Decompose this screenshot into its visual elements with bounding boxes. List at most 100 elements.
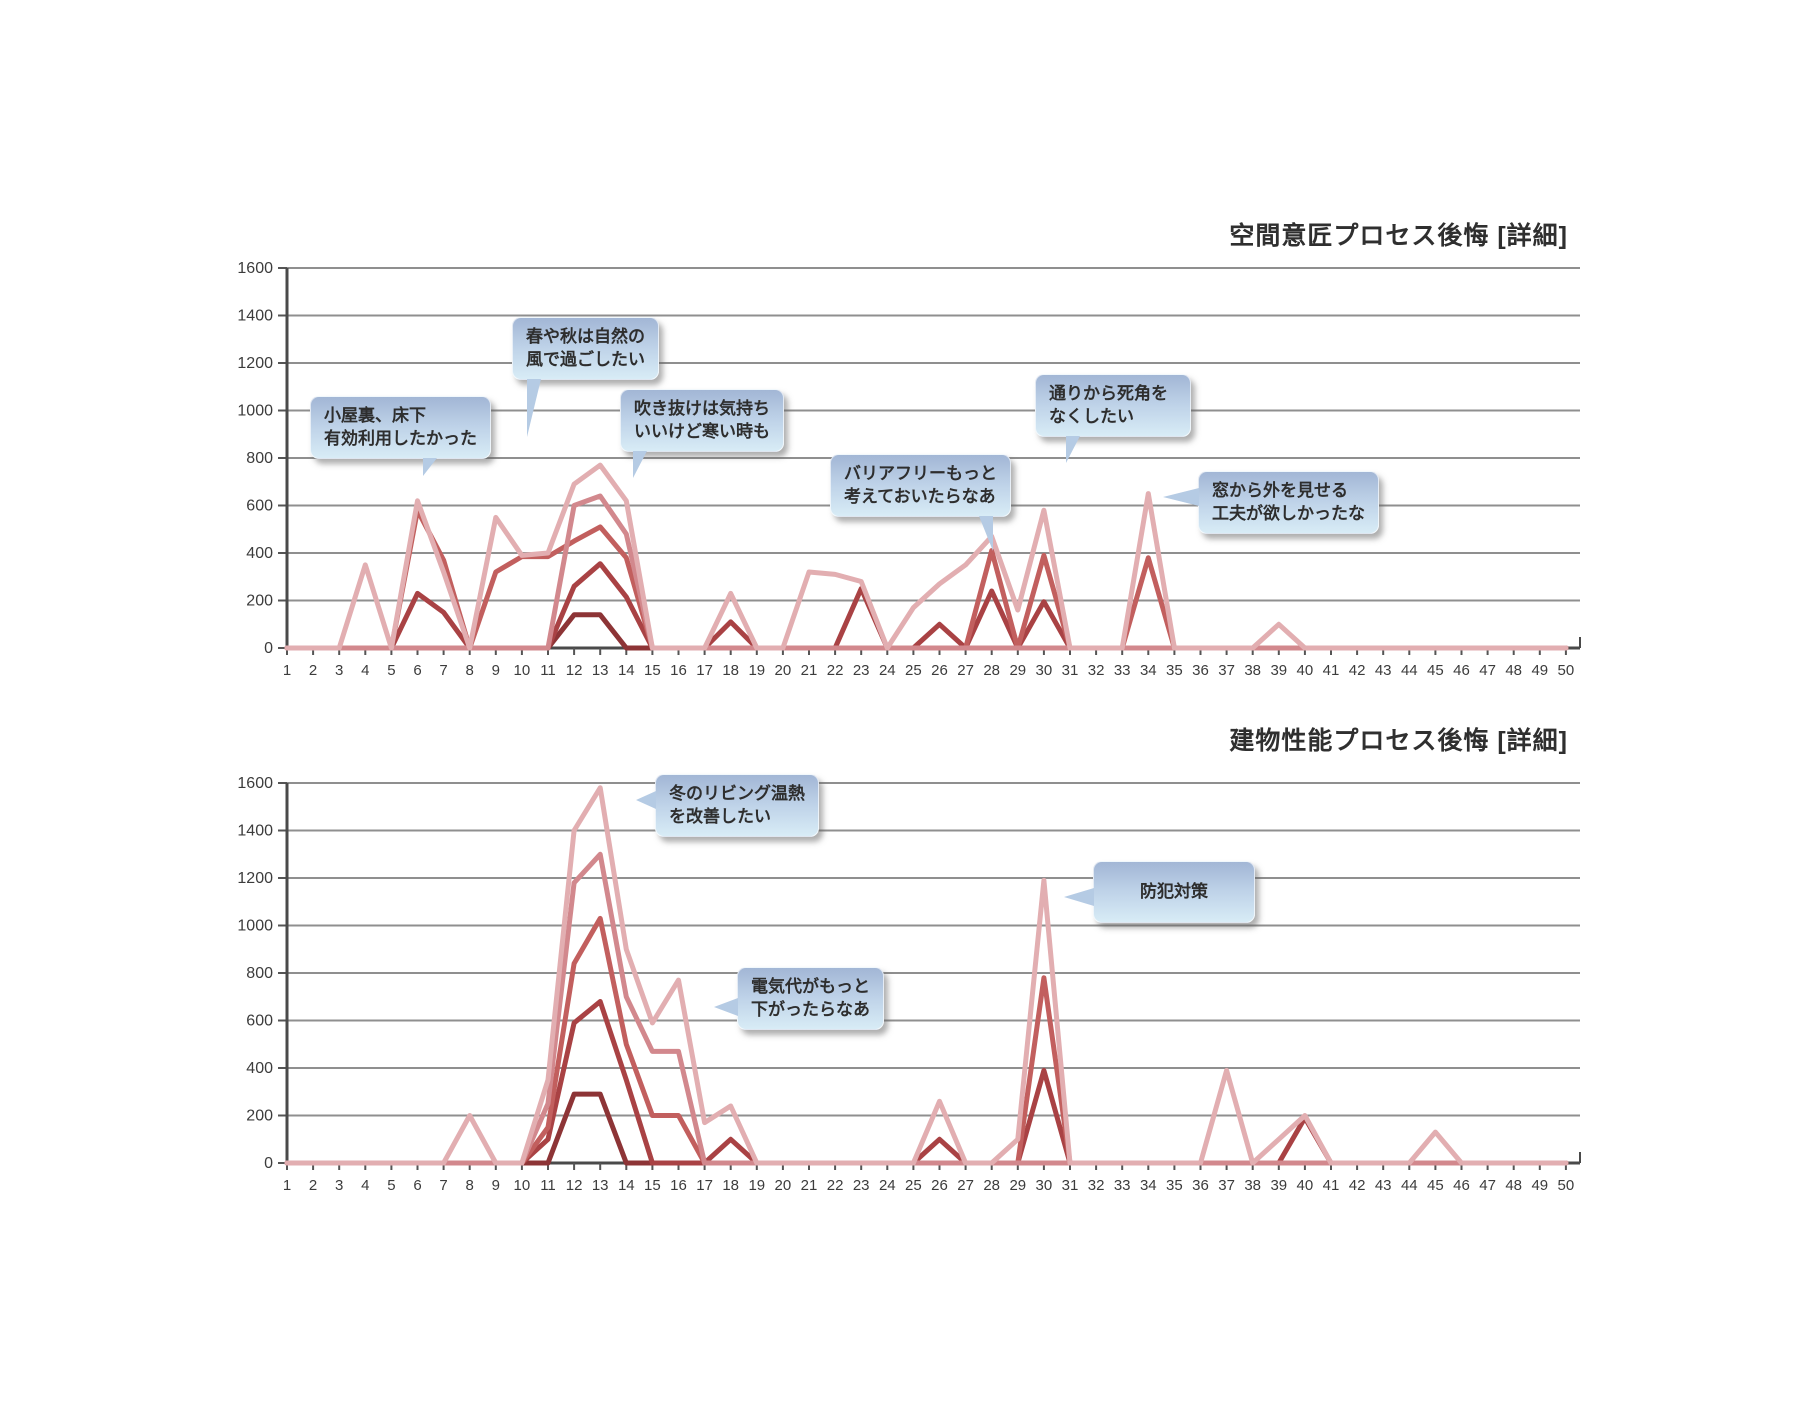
- svg-text:600: 600: [246, 1013, 273, 1030]
- svg-text:42: 42: [1349, 662, 1366, 679]
- svg-text:30: 30: [1036, 1177, 1053, 1194]
- svg-text:1: 1: [283, 662, 291, 679]
- svg-text:7: 7: [439, 1177, 447, 1194]
- svg-text:24: 24: [879, 662, 896, 679]
- svg-text:13: 13: [592, 662, 609, 679]
- svg-text:400: 400: [246, 1060, 273, 1077]
- svg-text:18: 18: [722, 1177, 739, 1194]
- x-axis-ticks-and-labels: 1 2 3 4 5 6 7 8 9 10 11 12 13 14 15 16 17 18 19 20 21 22 23 24 2…: [283, 648, 1574, 679]
- svg-text:23: 23: [853, 662, 870, 679]
- svg-text:26: 26: [931, 1177, 948, 1194]
- svg-text:23: 23: [853, 1177, 870, 1194]
- svg-text:0: 0: [264, 640, 273, 657]
- svg-text:5: 5: [387, 662, 395, 679]
- svg-text:9: 9: [492, 662, 500, 679]
- svg-text:1200: 1200: [237, 355, 273, 372]
- svg-text:3: 3: [335, 662, 343, 679]
- svg-text:49: 49: [1531, 662, 1548, 679]
- svg-text:200: 200: [246, 1108, 273, 1125]
- svg-text:26: 26: [931, 662, 948, 679]
- svg-text:36: 36: [1192, 662, 1209, 679]
- svg-text:40: 40: [1297, 1177, 1314, 1194]
- gridlines-and-y-axis: 0 200 400 600 800 1000 1200 1400 1600: [237, 775, 1581, 1172]
- series-line-level-1: [284, 462, 1569, 651]
- svg-text:400: 400: [246, 545, 273, 562]
- series-line-level-2: [284, 851, 1569, 1166]
- svg-text:13: 13: [592, 1177, 609, 1194]
- svg-text:16: 16: [670, 1177, 687, 1194]
- svg-text:10: 10: [514, 662, 531, 679]
- svg-text:8: 8: [466, 1177, 474, 1194]
- svg-text:7: 7: [439, 662, 447, 679]
- svg-text:5: 5: [387, 1177, 395, 1194]
- svg-text:1400: 1400: [237, 308, 273, 325]
- svg-text:33: 33: [1114, 662, 1131, 679]
- svg-text:29: 29: [1009, 1177, 1026, 1194]
- series-lines: [284, 462, 1569, 651]
- svg-text:6: 6: [413, 662, 421, 679]
- svg-text:14: 14: [618, 662, 635, 679]
- svg-text:32: 32: [1088, 662, 1105, 679]
- svg-text:11: 11: [540, 1177, 556, 1194]
- svg-text:41: 41: [1323, 1177, 1340, 1194]
- svg-text:50: 50: [1558, 1177, 1575, 1194]
- svg-text:17: 17: [696, 662, 713, 679]
- svg-text:39: 39: [1270, 662, 1287, 679]
- svg-text:15: 15: [644, 1177, 661, 1194]
- svg-text:34: 34: [1140, 1177, 1157, 1194]
- svg-text:40: 40: [1297, 662, 1314, 679]
- svg-text:800: 800: [246, 965, 273, 982]
- svg-text:19: 19: [748, 1177, 765, 1194]
- svg-text:4: 4: [361, 662, 369, 679]
- svg-text:33: 33: [1114, 1177, 1131, 1194]
- svg-text:10: 10: [514, 1177, 531, 1194]
- svg-text:38: 38: [1244, 662, 1261, 679]
- svg-text:42: 42: [1349, 1177, 1366, 1194]
- svg-text:35: 35: [1166, 1177, 1183, 1194]
- svg-text:46: 46: [1453, 1177, 1470, 1194]
- svg-text:48: 48: [1505, 1177, 1522, 1194]
- series-line-level-1: [284, 785, 1569, 1166]
- svg-text:47: 47: [1479, 662, 1496, 679]
- svg-text:8: 8: [466, 662, 474, 679]
- svg-text:1600: 1600: [237, 260, 273, 277]
- svg-text:35: 35: [1166, 662, 1183, 679]
- svg-text:45: 45: [1427, 662, 1444, 679]
- svg-text:30: 30: [1036, 662, 1053, 679]
- svg-text:15: 15: [644, 662, 661, 679]
- svg-text:46: 46: [1453, 662, 1470, 679]
- svg-text:48: 48: [1505, 662, 1522, 679]
- svg-text:27: 27: [957, 1177, 974, 1194]
- svg-text:44: 44: [1401, 1177, 1418, 1194]
- svg-text:14: 14: [618, 1177, 635, 1194]
- svg-text:28: 28: [983, 1177, 1000, 1194]
- series-line-level-3: [284, 507, 1569, 651]
- svg-text:21: 21: [801, 1177, 818, 1194]
- svg-text:37: 37: [1218, 662, 1235, 679]
- svg-text:22: 22: [827, 1177, 844, 1194]
- svg-text:1600: 1600: [237, 775, 273, 792]
- svg-text:37: 37: [1218, 1177, 1235, 1194]
- svg-text:2: 2: [309, 1177, 317, 1194]
- svg-text:25: 25: [905, 662, 922, 679]
- series-lines: [284, 785, 1569, 1166]
- svg-text:34: 34: [1140, 662, 1157, 679]
- svg-text:1400: 1400: [237, 823, 273, 840]
- svg-text:17: 17: [696, 1177, 713, 1194]
- svg-text:1000: 1000: [237, 403, 273, 420]
- svg-text:6: 6: [413, 1177, 421, 1194]
- svg-text:29: 29: [1009, 662, 1026, 679]
- svg-text:49: 49: [1531, 1177, 1548, 1194]
- svg-text:25: 25: [905, 1177, 922, 1194]
- svg-text:19: 19: [748, 662, 765, 679]
- svg-text:12: 12: [566, 1177, 583, 1194]
- svg-text:11: 11: [540, 662, 556, 679]
- svg-text:600: 600: [246, 498, 273, 515]
- chart-title-building-performance: 建物性能プロセス後悔 [詳細]: [1229, 727, 1568, 755]
- svg-text:31: 31: [1062, 662, 1079, 679]
- svg-text:16: 16: [670, 662, 687, 679]
- svg-text:27: 27: [957, 662, 974, 679]
- svg-text:3: 3: [335, 1177, 343, 1194]
- svg-text:1: 1: [283, 1177, 291, 1194]
